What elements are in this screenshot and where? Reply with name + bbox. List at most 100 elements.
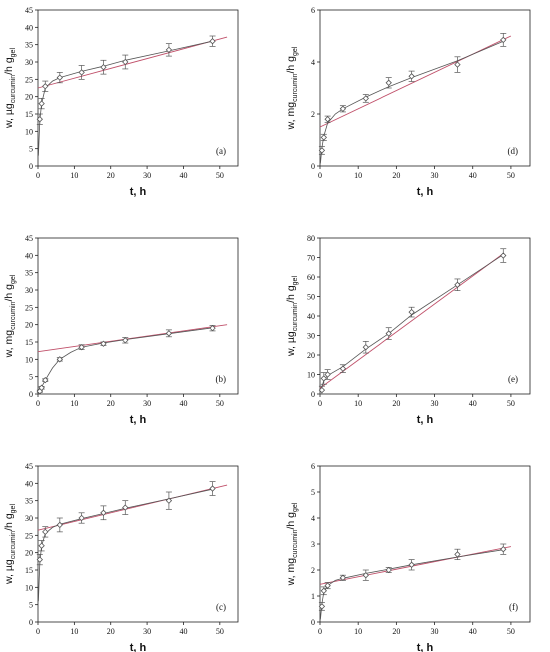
y-axis-subscript: curcumin xyxy=(10,75,17,104)
data-point xyxy=(209,485,216,492)
y-tick-label: 3 xyxy=(311,540,315,549)
x-tick-label: 50 xyxy=(216,171,224,180)
data-point xyxy=(122,337,129,344)
data-point xyxy=(165,46,173,54)
y-axis-text: w, µg xyxy=(3,103,15,129)
data-point xyxy=(56,521,63,529)
data-point xyxy=(324,371,331,378)
x-tick-label: 30 xyxy=(431,171,439,180)
data-point xyxy=(362,572,369,579)
y-axis-text: w, mg xyxy=(285,102,297,131)
x-axis-title: t, h xyxy=(417,186,434,198)
chart-panel-1: 0 10 20 30 40 50 0 2 4 6 t, h w, mgcurcumin/h ggel (… xyxy=(285,6,531,198)
plot-frame xyxy=(319,9,531,167)
y-tick-label: 20 xyxy=(25,549,33,558)
x-tick-label: 40 xyxy=(469,627,477,636)
data-point xyxy=(165,330,173,337)
data-point xyxy=(38,542,45,549)
data-point xyxy=(42,83,49,90)
x-tick-label: 20 xyxy=(107,627,115,636)
y-axis-title: w, mgcurcumin/h ggel xyxy=(285,46,299,130)
x-tick-label: 40 xyxy=(469,399,477,408)
data-point xyxy=(339,105,347,112)
data-point xyxy=(454,551,461,558)
data-point xyxy=(324,116,331,123)
x-tick-label: 30 xyxy=(143,399,151,408)
data-point xyxy=(165,497,173,504)
y-tick-label: 60 xyxy=(307,273,315,282)
y-tick-label: 5 xyxy=(29,601,33,610)
y-axis-text: w, µg xyxy=(285,331,297,357)
x-tick-label: 30 xyxy=(143,171,151,180)
chart-panel-3: 0 10 20 30 40 50 0 10 20 30 40 50 60 70 80 t, h w, µgcur… xyxy=(285,234,531,426)
y-axis-text: /h g xyxy=(285,56,297,74)
y-axis-text: /h g xyxy=(3,57,15,75)
fit-line xyxy=(319,253,504,389)
x-tick-label: 20 xyxy=(107,171,115,180)
y-tick-label: 20 xyxy=(25,321,33,330)
y-tick-label: 45 xyxy=(25,6,33,15)
chart-panel-2: 0 10 20 30 40 50 0 5 10 15 20 25 30 35 40 45 t, h w, mgcu… xyxy=(3,234,239,426)
y-tick-label: 40 xyxy=(25,251,33,260)
x-tick-label: 40 xyxy=(179,627,187,636)
x-tick-label: 0 xyxy=(318,399,322,408)
y-tick-label: 35 xyxy=(25,269,33,278)
data-point xyxy=(100,509,107,516)
x-tick-label: 10 xyxy=(70,171,78,180)
y-tick-label: 40 xyxy=(25,479,33,488)
plot-frame xyxy=(319,465,531,623)
panel-label: (c) xyxy=(216,602,226,612)
x-axis-title: t, h xyxy=(417,642,434,652)
y-axis-subscript: curcumin xyxy=(292,529,299,558)
y-tick-label: 30 xyxy=(25,58,33,67)
y-axis-text: /h g xyxy=(285,512,297,530)
y-tick-label: 25 xyxy=(25,75,33,84)
y-axis-title: w, mgcurcumin/h ggel xyxy=(3,274,17,358)
plot-frame xyxy=(37,237,239,395)
x-tick-label: 20 xyxy=(392,627,400,636)
data-point xyxy=(385,79,392,86)
x-tick-label: 20 xyxy=(392,171,400,180)
x-tick-label: 50 xyxy=(507,171,515,180)
y-axis-subscript: gel xyxy=(292,46,299,56)
fit-line xyxy=(37,324,228,353)
y-tick-label: 5 xyxy=(29,373,33,382)
data-point xyxy=(78,69,85,76)
y-tick-label: 5 xyxy=(29,145,33,154)
y-tick-label: 15 xyxy=(25,110,33,119)
x-tick-label: 10 xyxy=(354,627,362,636)
y-tick-label: 30 xyxy=(25,514,33,523)
fit-line xyxy=(37,36,228,89)
y-tick-label: 45 xyxy=(25,462,33,471)
data-point xyxy=(320,587,327,594)
x-tick-label: 0 xyxy=(36,627,40,636)
y-axis-subscript: curcumin xyxy=(292,73,299,102)
data-point xyxy=(454,61,461,68)
data-point xyxy=(362,344,369,351)
x-tick-label: 40 xyxy=(469,171,477,180)
fit-line xyxy=(37,484,228,531)
data-point xyxy=(209,324,216,332)
data-point xyxy=(122,58,129,66)
y-tick-label: 35 xyxy=(25,41,33,50)
x-tick-label: 10 xyxy=(354,399,362,408)
x-axis-title: t, h xyxy=(130,414,147,426)
y-tick-label: 0 xyxy=(311,618,315,627)
y-tick-label: 40 xyxy=(307,312,315,321)
x-tick-label: 0 xyxy=(318,627,322,636)
x-tick-label: 30 xyxy=(431,399,439,408)
data-point xyxy=(78,514,85,522)
data-point xyxy=(122,504,129,511)
y-tick-label: 10 xyxy=(25,355,33,364)
y-tick-label: 35 xyxy=(25,497,33,506)
data-point xyxy=(100,340,107,347)
y-tick-label: 20 xyxy=(307,351,315,360)
data-point xyxy=(320,134,327,141)
y-axis-subscript: gel xyxy=(292,502,299,512)
data-point xyxy=(454,281,461,288)
data-point xyxy=(500,252,507,259)
data-point xyxy=(318,147,326,154)
y-axis-title: w, µgcurcumin/h ggel xyxy=(3,504,17,585)
data-point xyxy=(385,330,392,337)
x-tick-label: 40 xyxy=(179,399,187,408)
